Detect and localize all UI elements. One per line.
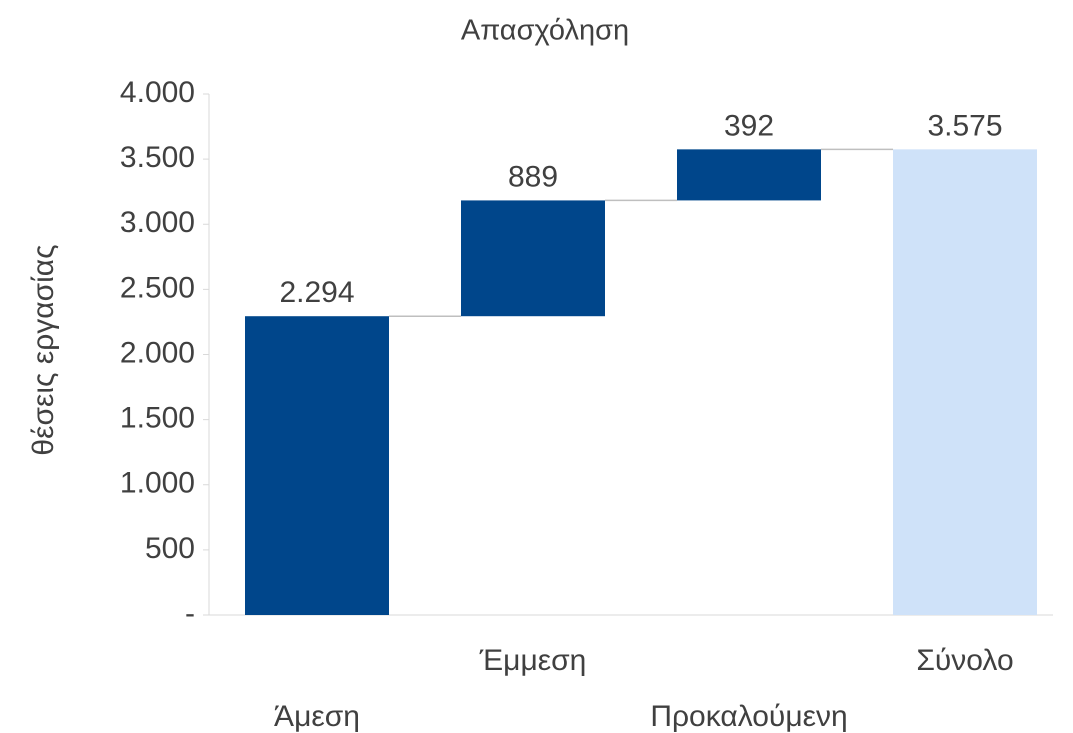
y-axis-label: θέσεις εργασίας [27, 244, 60, 455]
y-tick-label: 3.500 [120, 141, 195, 174]
x-tick-label: Έμμεση [479, 644, 587, 677]
y-tick-label: 4.000 [120, 76, 195, 109]
y-tick-label: 3.000 [120, 206, 195, 239]
value-label: 2.294 [279, 276, 354, 309]
y-tick-label: 500 [145, 532, 195, 565]
y-tick-label: 1.500 [120, 402, 195, 435]
bar [245, 316, 389, 615]
bar [677, 149, 821, 201]
value-label: 889 [508, 160, 558, 193]
value-label: 3.575 [927, 109, 1002, 142]
y-tick-label: 1.000 [120, 467, 195, 500]
x-tick-label: Σύνολο [916, 644, 1013, 677]
y-tick-label: 2.500 [120, 271, 195, 304]
bar [893, 149, 1037, 615]
value-label: 392 [724, 109, 774, 142]
y-tick-label: - [185, 597, 195, 630]
bar [461, 200, 605, 317]
chart-title: Απασχόληση [461, 15, 629, 47]
x-tick-label: Άμεση [274, 700, 360, 733]
y-tick-label: 2.000 [120, 336, 195, 369]
x-tick-label: Προκαλούμενη [650, 700, 847, 733]
